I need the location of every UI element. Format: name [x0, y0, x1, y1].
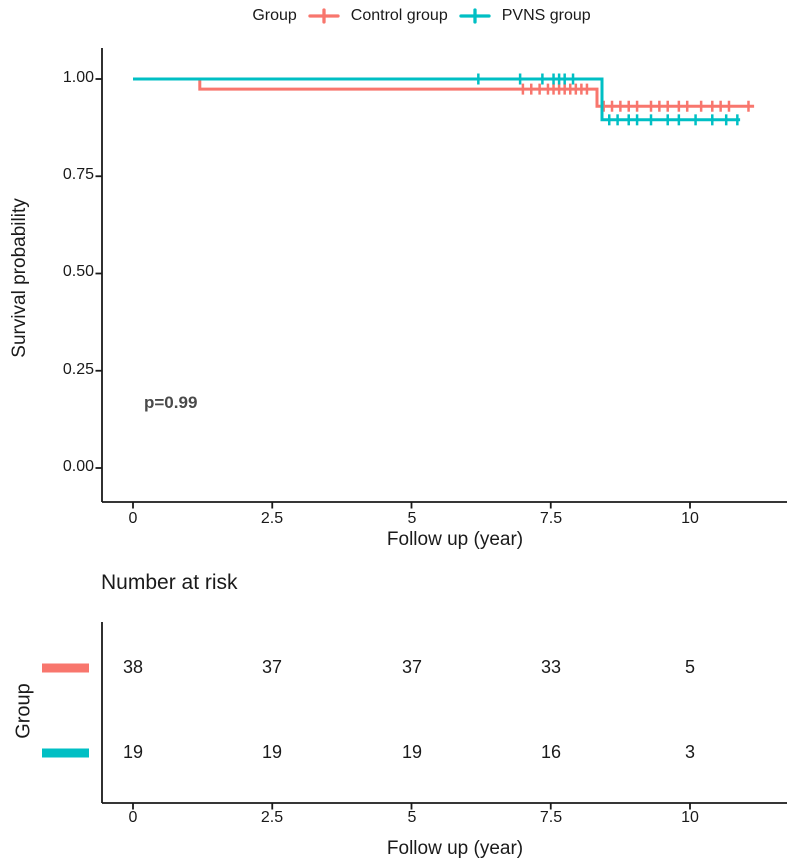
x-tick-label: 7.5	[539, 510, 563, 527]
survival-curve-control-group	[133, 77, 755, 108]
y-tick-label: 0.25	[62, 361, 94, 378]
legend-label-pvns-group: PVNS group	[501, 7, 591, 24]
plus-cross-icon	[308, 8, 340, 24]
risk-x-tick-label: 2.5	[260, 809, 284, 826]
risk-row-key-pvns-group	[42, 748, 89, 758]
y-axis-title: Survival probability	[9, 198, 30, 358]
risk-row-key-control-group	[42, 663, 89, 673]
survival-curve-pvns-group	[133, 77, 741, 122]
risk-count: 19	[261, 742, 283, 762]
risk-table-title: Number at risk	[101, 571, 238, 594]
risk-x-tick-label: 0	[128, 809, 138, 826]
x-tick-label: 10	[681, 510, 699, 527]
risk-x-tick-label: 10	[681, 809, 699, 826]
plus-cross-icon	[459, 8, 491, 24]
risk-x-tick-label: 5	[407, 809, 417, 826]
legend-label-control-group: Control group	[350, 7, 448, 24]
risk-count: 5	[684, 657, 695, 677]
pvalue-annotation: p=0.99	[144, 393, 198, 412]
y-tick-label: 0.00	[62, 458, 94, 475]
risk-count: 38	[122, 657, 144, 677]
x-tick-label: 0	[128, 510, 138, 527]
risk-x-axis-title: Follow up (year)	[386, 838, 524, 859]
risk-count: 37	[261, 657, 283, 677]
risk-count: 19	[401, 742, 423, 762]
legend-key-pvns-group	[458, 5, 492, 27]
y-tick-label: 0.50	[62, 263, 94, 280]
legend-key-control-group	[307, 5, 341, 27]
x-tick-label: 5	[407, 510, 417, 527]
chart-legend: Group Control group PVNS group	[0, 2, 787, 30]
x-tick-label: 2.5	[260, 510, 284, 527]
risk-x-tick-label: 7.5	[539, 809, 563, 826]
risk-table-y-axis-title: Group	[12, 683, 35, 739]
x-axis-title: Follow up (year)	[386, 529, 524, 550]
risk-count: 16	[540, 742, 562, 762]
risk-count: 33	[540, 657, 562, 677]
y-tick-label: 0.75	[62, 166, 94, 183]
risk-count: 37	[401, 657, 423, 677]
legend-title: Group	[252, 7, 297, 24]
y-tick-label: 1.00	[62, 69, 94, 86]
risk-count: 3	[684, 742, 695, 762]
risk-count: 19	[122, 742, 144, 762]
